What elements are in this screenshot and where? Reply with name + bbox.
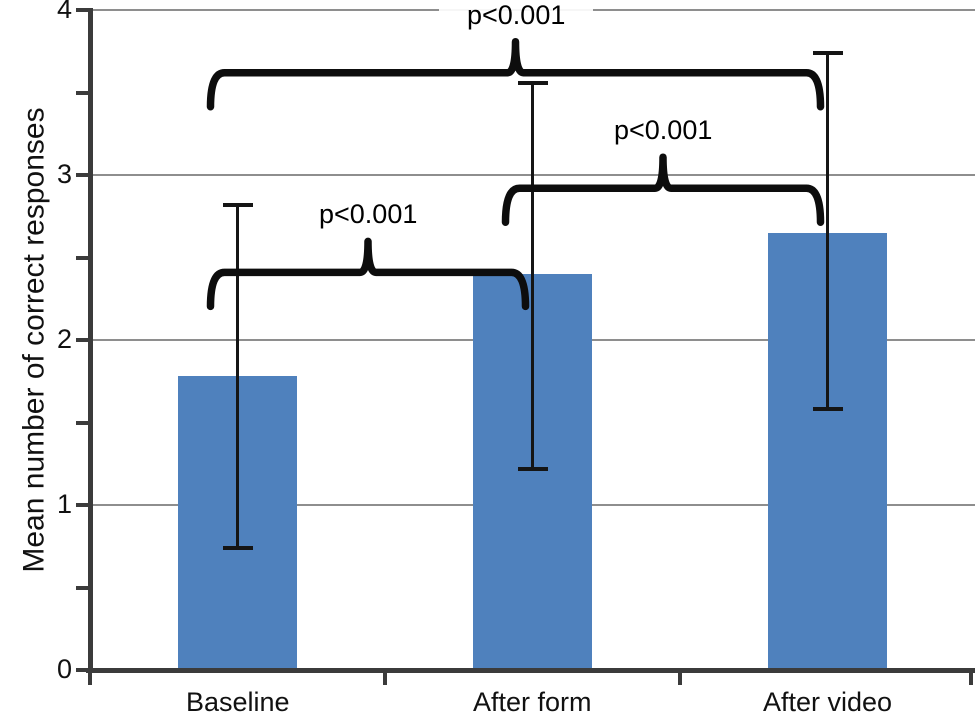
category-label-after-video: After video xyxy=(763,687,893,717)
error-bar-cap-bottom-after-video xyxy=(812,407,843,412)
p-value-label-3: p<0.001 xyxy=(439,0,594,30)
error-bar-cap-bottom-after-form xyxy=(517,466,548,471)
y-axis-tick-3 xyxy=(76,173,91,177)
y-tick-label-4: 4 xyxy=(56,0,72,24)
x-axis-tick-1 xyxy=(383,671,387,685)
error-bar-cap-bottom-baseline xyxy=(222,545,253,550)
p-value-label-2: p<0.001 xyxy=(586,115,741,145)
y-axis-tick-1.5 xyxy=(76,420,91,425)
error-bar-baseline xyxy=(236,204,239,548)
x-axis-tick-3 xyxy=(969,671,973,685)
x-axis-line xyxy=(86,668,975,673)
y-axis-tick-0 xyxy=(76,668,91,672)
x-axis-tick-0 xyxy=(88,671,92,685)
y-tick-label-3: 3 xyxy=(56,159,72,189)
y-axis-tick-1 xyxy=(76,503,91,507)
significance-bracket-baseline-vs-after-video xyxy=(206,37,825,111)
error-bar-after-form xyxy=(531,82,534,469)
p-value-label-1: p<0.001 xyxy=(291,199,446,229)
error-bar-cap-top-after-video xyxy=(812,50,843,55)
y-axis-tick-2 xyxy=(76,338,91,342)
significance-bracket-after-form-vs-after-video xyxy=(501,153,825,226)
category-label-baseline: Baseline xyxy=(186,687,290,717)
x-axis-tick-2 xyxy=(678,671,682,685)
y-axis-tick-4 xyxy=(76,8,91,12)
y-tick-label-0: 0 xyxy=(56,654,72,684)
error-bar-cap-top-after-form xyxy=(517,80,548,85)
y-axis-tick-3.5 xyxy=(76,90,91,95)
y-axis-tick-2.5 xyxy=(76,255,91,260)
y-tick-label-1: 1 xyxy=(56,489,72,519)
category-label-after-form: After form xyxy=(473,687,592,717)
error-bar-after-video xyxy=(826,52,829,410)
y-tick-label-2: 2 xyxy=(56,324,72,354)
error-bar-cap-top-baseline xyxy=(222,202,253,207)
y-axis-tick-0.5 xyxy=(76,585,91,590)
